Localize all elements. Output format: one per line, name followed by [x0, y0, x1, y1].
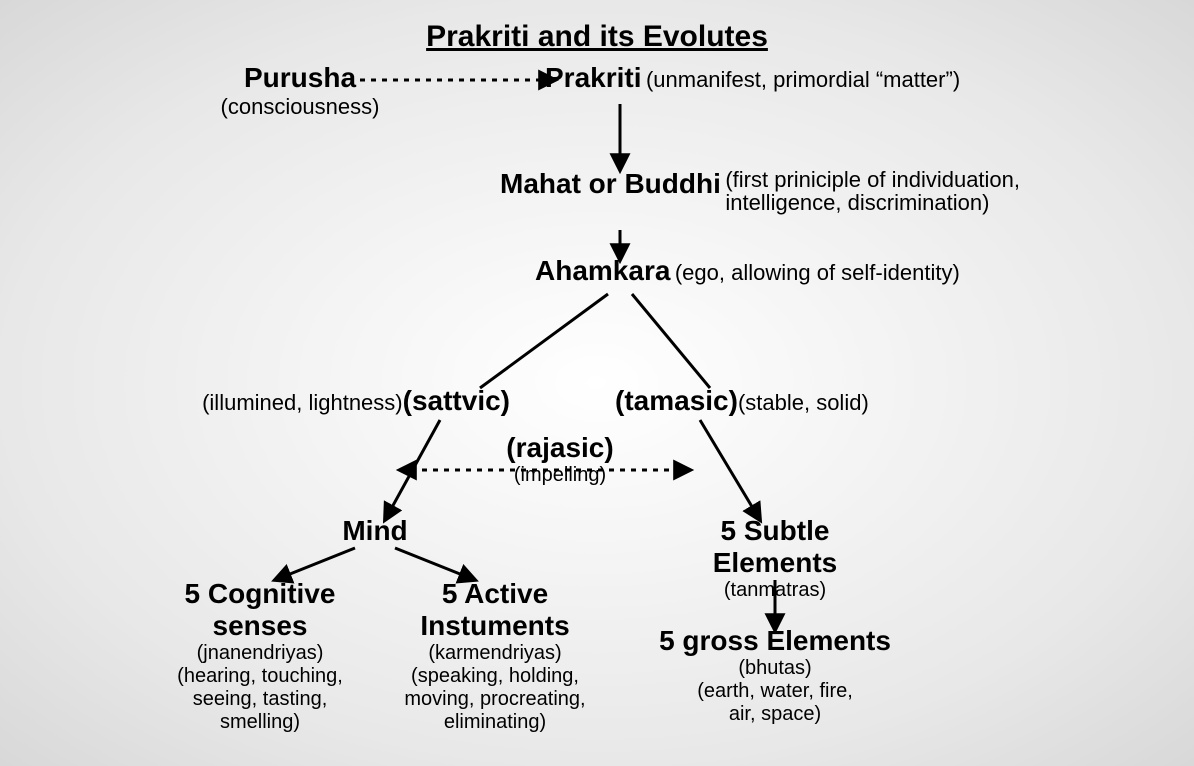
- node-sattvic: (illumined, lightness)(sattvic): [180, 385, 510, 417]
- rajasic-paren: (impelling): [514, 464, 606, 486]
- subtle-paren: (tanmatras): [724, 579, 826, 601]
- ahamkara-paren: (ego, allowing of self-identity): [675, 260, 960, 285]
- purusha-label: Purusha: [244, 62, 356, 93]
- edge-sattvic-mind: [385, 420, 440, 520]
- node-prakriti: Prakriti (unmanifest, primordial “matter…: [545, 62, 1045, 94]
- node-rajasic: (rajasic) (impelling): [460, 432, 660, 487]
- gross-label: 5 gross Elements: [659, 625, 891, 656]
- purusha-paren: (consciousness): [221, 94, 380, 119]
- edge-ahamkara-sattvic: [480, 294, 608, 388]
- gross-detail: (earth, water, fire, air, space): [655, 680, 895, 726]
- diagram-title-text: Prakriti and its Evolutes: [426, 20, 768, 53]
- prakriti-paren: (unmanifest, primordial “matter”): [646, 67, 960, 92]
- prakriti-label: Prakriti: [545, 62, 642, 93]
- mind-label: Mind: [342, 515, 407, 546]
- node-mind: Mind: [325, 515, 425, 547]
- node-mahat: Mahat or Buddhi (first priniciple of ind…: [500, 168, 1060, 214]
- cognitive-paren: (jnanendriyas): [197, 642, 324, 664]
- rajasic-label: (rajasic): [506, 432, 613, 463]
- sattvic-label: (sattvic): [403, 385, 510, 416]
- cognitive-label: 5 Cognitive senses: [155, 578, 365, 642]
- mahat-paren: (first priniciple of individuation, inte…: [725, 168, 1020, 214]
- gross-paren: (bhutas): [738, 657, 811, 679]
- node-gross: 5 gross Elements (bhutas) (earth, water,…: [655, 625, 895, 726]
- edge-ahamkara-tamasic: [632, 294, 710, 388]
- node-purusha: Purusha (consciousness): [200, 62, 400, 120]
- node-cognitive: 5 Cognitive senses (jnanendriyas) (heari…: [155, 578, 365, 734]
- node-subtle: 5 Subtle Elements (tanmatras): [655, 515, 895, 602]
- edge-mind-cognitive: [275, 548, 355, 580]
- active-paren: (karmendriyas): [428, 642, 561, 664]
- subtle-label: 5 Subtle Elements: [713, 515, 838, 578]
- ahamkara-label: Ahamkara: [535, 255, 670, 286]
- active-label: 5 Active Instuments: [385, 578, 605, 642]
- node-tamasic: (tamasic)(stable, solid): [615, 385, 945, 417]
- edge-mind-active: [395, 548, 475, 580]
- node-ahamkara: Ahamkara (ego, allowing of self-identity…: [535, 255, 1035, 287]
- diagram-title: Prakriti and its Evolutes: [0, 20, 1194, 55]
- cognitive-detail: (hearing, touching, seeing, tasting, sme…: [155, 665, 365, 734]
- node-active: 5 Active Instuments (karmendriyas) (spea…: [385, 578, 605, 734]
- edge-tamasic-subtle: [700, 420, 760, 520]
- tamasic-label: (tamasic): [615, 385, 738, 416]
- mahat-label: Mahat or Buddhi: [500, 168, 721, 199]
- sattvic-paren: (illumined, lightness): [202, 390, 403, 415]
- active-detail: (speaking, holding, moving, procreating,…: [385, 665, 605, 734]
- tamasic-paren: (stable, solid): [738, 390, 869, 415]
